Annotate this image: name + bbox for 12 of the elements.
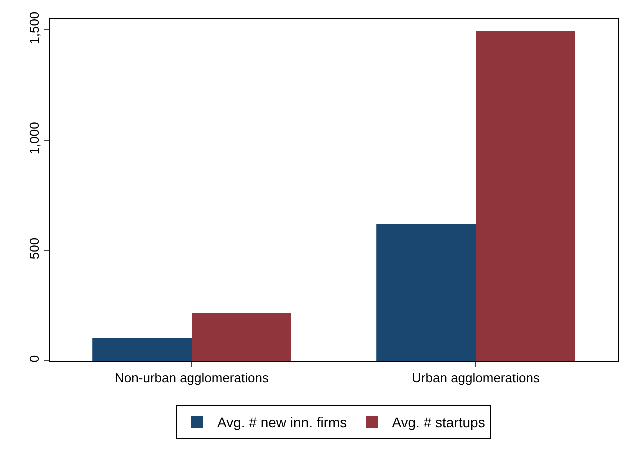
bar <box>192 313 292 361</box>
x-tick-label: Non-urban agglomerations <box>115 370 270 386</box>
y-tick-label: 0 <box>26 355 42 363</box>
bar <box>92 338 192 361</box>
bar <box>376 224 476 361</box>
y-tick-label: 1,000 <box>26 122 42 155</box>
y-tick-label: 1,500 <box>26 12 42 44</box>
x-tick-label: Urban agglomerations <box>412 370 540 386</box>
bar <box>476 31 576 361</box>
legend-label: Avg. # new inn. firms <box>218 414 348 431</box>
legend-label: Avg. # startups <box>392 414 486 431</box>
y-tick-label: 500 <box>26 238 42 260</box>
